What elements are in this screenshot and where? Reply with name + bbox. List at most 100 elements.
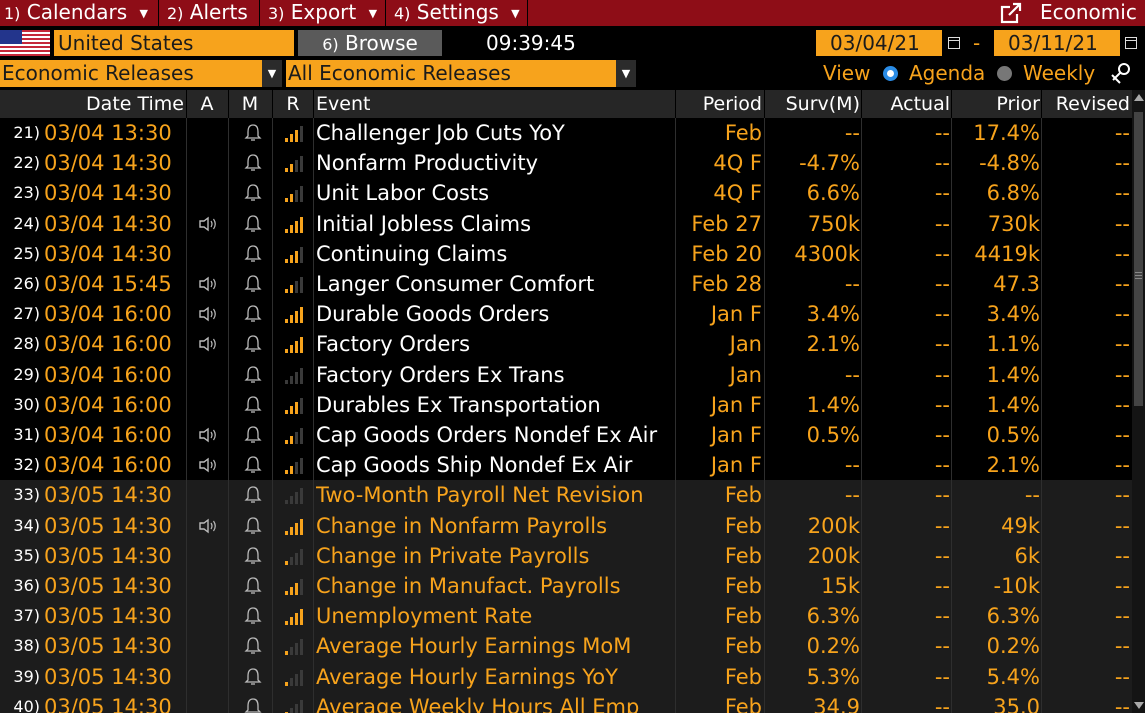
row-event[interactable]: Change in Nonfarm Payrolls xyxy=(316,513,608,538)
speaker-icon[interactable] xyxy=(198,518,218,534)
vertical-scrollbar[interactable] xyxy=(1132,90,1145,713)
row-event[interactable]: Average Weekly Hours All Emp xyxy=(316,694,640,713)
row-alert[interactable] xyxy=(242,148,264,178)
bell-icon[interactable] xyxy=(244,636,262,656)
col-header-m[interactable]: M xyxy=(241,93,259,115)
row-event[interactable]: Cap Goods Orders Nondef Ex Air xyxy=(316,423,658,447)
row-audio[interactable] xyxy=(196,178,218,208)
row-alert[interactable] xyxy=(242,601,264,631)
row-event[interactable]: Change in Private Payrolls xyxy=(316,543,590,568)
bell-icon[interactable] xyxy=(244,425,262,445)
speaker-icon[interactable] xyxy=(198,457,218,473)
table-row[interactable]: 30) 03/04 16:00 Durables Ex Transportation… xyxy=(0,390,1132,420)
row-audio[interactable] xyxy=(196,631,218,661)
row-audio[interactable] xyxy=(196,329,218,359)
table-row[interactable]: 29) 03/04 16:00 Factory Orders Ex Trans Jan… xyxy=(0,360,1132,390)
chevron-down-icon[interactable]: ▼ xyxy=(616,60,636,87)
table-row[interactable]: 26) 03/04 15:45 Langer Consumer Comfort Feb… xyxy=(0,269,1132,299)
row-alert[interactable] xyxy=(242,360,264,390)
external-link-icon[interactable] xyxy=(1000,2,1022,24)
row-audio[interactable] xyxy=(196,269,218,299)
bell-icon[interactable] xyxy=(244,395,262,415)
menu-export[interactable]: 3) Export ▼ xyxy=(268,0,378,24)
row-alert[interactable] xyxy=(242,692,264,713)
row-alert[interactable] xyxy=(242,178,264,208)
row-event[interactable]: Average Hourly Earnings MoM xyxy=(316,634,632,659)
row-event[interactable]: Durable Goods Orders xyxy=(316,302,550,327)
bell-icon[interactable] xyxy=(244,546,262,566)
row-alert[interactable] xyxy=(242,239,264,269)
row-audio[interactable] xyxy=(196,360,218,390)
row-audio[interactable] xyxy=(196,480,218,510)
row-event[interactable]: Durables Ex Transportation xyxy=(316,392,601,417)
scroll-thumb[interactable] xyxy=(1134,112,1143,406)
row-audio[interactable] xyxy=(196,209,218,239)
scroll-up-arrow-icon[interactable] xyxy=(1134,94,1144,101)
row-alert[interactable] xyxy=(242,269,264,299)
bell-icon[interactable] xyxy=(244,334,262,354)
bell-icon[interactable] xyxy=(244,365,262,385)
bell-icon[interactable] xyxy=(244,183,262,203)
table-row[interactable]: 39) 03/05 14:30 Average Hourly Earnings Yo… xyxy=(0,661,1132,692)
row-audio[interactable] xyxy=(196,601,218,631)
menu-settings[interactable]: 4) Settings ▼ xyxy=(394,0,520,24)
row-alert[interactable] xyxy=(242,571,264,601)
col-header-revised[interactable]: Revised xyxy=(1055,93,1130,115)
table-row[interactable]: 24) 03/04 14:30 Initial Jobless Claims Feb … xyxy=(0,209,1132,239)
bell-icon[interactable] xyxy=(244,214,262,234)
row-audio[interactable] xyxy=(196,118,218,148)
menu-calendars[interactable]: 1) Calendars ▼ xyxy=(4,0,148,24)
bell-icon[interactable] xyxy=(244,485,262,505)
table-row[interactable]: 40) 03/05 14:30 Average Weekly Hours All E… xyxy=(0,691,1132,713)
row-event[interactable]: Initial Jobless Claims xyxy=(316,211,532,236)
row-event[interactable]: Langer Consumer Comfort xyxy=(316,272,595,296)
col-header-actual[interactable]: Actual xyxy=(890,93,950,115)
row-audio[interactable] xyxy=(196,239,218,269)
row-alert[interactable] xyxy=(242,450,264,480)
col-header-prior[interactable]: Prior xyxy=(996,93,1040,115)
pin-icon[interactable] xyxy=(1110,61,1134,85)
row-alert[interactable] xyxy=(242,511,264,541)
table-row[interactable]: 38) 03/05 14:30 Average Hourly Earnings Mo… xyxy=(0,631,1132,662)
row-audio[interactable] xyxy=(196,692,218,713)
bell-icon[interactable] xyxy=(244,304,262,324)
row-audio[interactable] xyxy=(196,571,218,601)
col-header-surv[interactable]: Surv(M) xyxy=(785,93,860,115)
table-row[interactable]: 25) 03/04 14:30 Continuing Claims Feb 20 430… xyxy=(0,239,1132,269)
col-header-period[interactable]: Period xyxy=(702,93,762,115)
row-event[interactable]: Factory Orders xyxy=(316,332,471,357)
row-audio[interactable] xyxy=(196,420,218,450)
row-audio[interactable] xyxy=(196,450,218,480)
table-row[interactable]: 21) 03/04 13:30 Challenger Job Cuts YoY Feb… xyxy=(0,118,1132,148)
col-header-a[interactable]: A xyxy=(200,93,214,115)
row-event[interactable]: Nonfarm Productivity xyxy=(316,151,539,176)
view-agenda-radio[interactable] xyxy=(883,66,898,81)
row-alert[interactable] xyxy=(242,209,264,239)
row-event[interactable]: Average Hourly Earnings YoY xyxy=(316,664,618,689)
subcategory-dropdown[interactable]: All Economic Releases xyxy=(286,60,616,87)
browse-button[interactable]: 6) Browse xyxy=(298,30,442,56)
bell-icon[interactable] xyxy=(244,576,262,596)
end-date-field[interactable]: 03/11/21 xyxy=(994,30,1120,56)
bell-icon[interactable] xyxy=(244,455,262,475)
row-audio[interactable] xyxy=(196,541,218,571)
row-event[interactable]: Cap Goods Ship Nondef Ex Air xyxy=(316,453,633,478)
bell-icon[interactable] xyxy=(244,244,262,264)
row-event[interactable]: Change in Manufact. Payrolls xyxy=(316,574,621,598)
speaker-icon[interactable] xyxy=(198,216,218,232)
view-agenda-label[interactable]: Agenda xyxy=(909,61,986,85)
bell-icon[interactable] xyxy=(244,153,262,173)
row-alert[interactable] xyxy=(242,541,264,571)
row-event[interactable]: Challenger Job Cuts YoY xyxy=(316,121,565,145)
bell-icon[interactable] xyxy=(244,516,262,536)
bell-icon[interactable] xyxy=(244,123,262,143)
row-event[interactable]: Unit Labor Costs xyxy=(316,181,490,206)
row-audio[interactable] xyxy=(196,299,218,329)
row-alert[interactable] xyxy=(242,420,264,450)
category-dropdown[interactable]: Economic Releases xyxy=(0,60,262,87)
bell-icon[interactable] xyxy=(244,667,262,687)
row-audio[interactable] xyxy=(196,662,218,692)
calendar-icon[interactable] xyxy=(944,30,964,56)
table-row[interactable]: 31) 03/04 16:00 Cap Goods Orders Nondef Ex… xyxy=(0,420,1132,450)
table-row[interactable]: 36) 03/05 14:30 Change in Manufact. Payrol… xyxy=(0,571,1132,602)
